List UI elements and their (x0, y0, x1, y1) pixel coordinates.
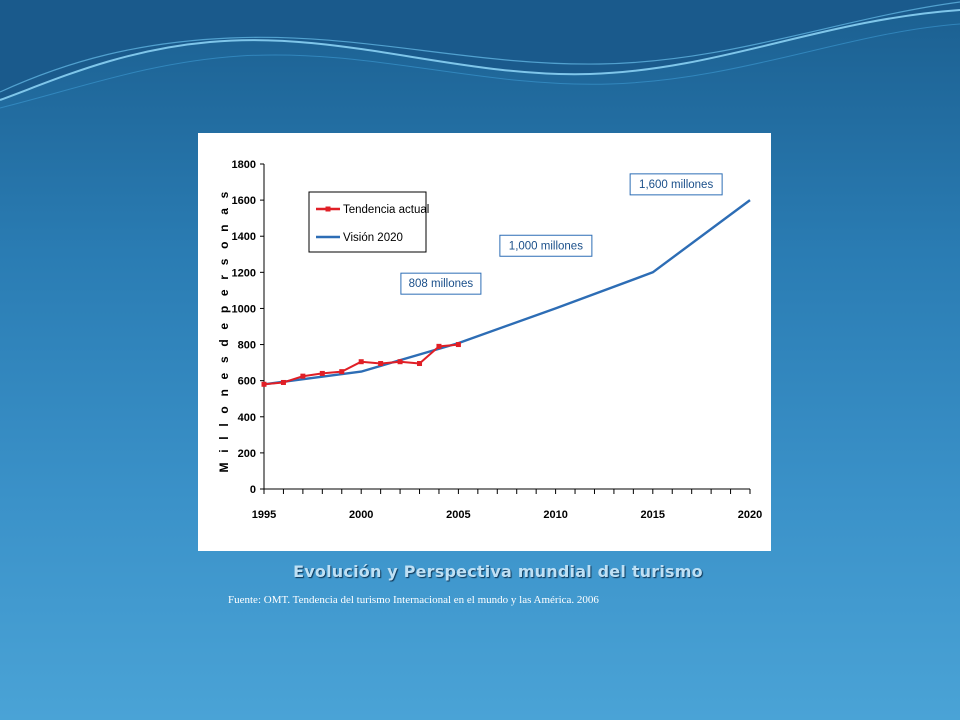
callout-text: 1,000 millones (509, 240, 583, 252)
x-tick-label: 2015 (641, 509, 665, 521)
data-point (455, 342, 461, 348)
callout-text: 1,600 millones (639, 179, 713, 191)
data-point (300, 373, 306, 379)
callout-text: 808 millones (409, 278, 474, 290)
callout-box (400, 272, 482, 295)
data-point (280, 379, 286, 385)
legend-label: Tendencia actual (343, 204, 429, 216)
data-point (436, 343, 442, 349)
chart-panel: 0 200 400 600 800 1000 1200 1400 1600 1800 1995 200… (198, 133, 771, 551)
data-point (397, 359, 403, 365)
callout-box (499, 234, 593, 257)
y-tick-label: 1000 (232, 303, 256, 315)
y-tick-label: 400 (238, 412, 256, 424)
y-axis-label: M i l l o n e s d e p e r s o n a s (217, 188, 231, 472)
y-tick-label: 600 (238, 376, 256, 388)
legend-box (308, 191, 427, 253)
legend-marker (325, 206, 331, 212)
y-tick-label: 1600 (232, 195, 256, 207)
data-point (339, 369, 345, 375)
x-tick-label: 1995 (252, 509, 276, 521)
decorative-wave (0, 0, 960, 109)
x-tick-label: 2005 (446, 509, 470, 521)
callout: 808 millones (400, 272, 482, 295)
callout: 1,000 millones (499, 234, 593, 257)
callout-box (629, 173, 723, 196)
y-tick-label: 1400 (232, 231, 256, 243)
y-tick-label: 1800 (232, 159, 256, 171)
y-tick-label: 0 (250, 484, 256, 496)
legend: Tendencia actual Visión 2020 (308, 191, 429, 253)
data-point (417, 361, 423, 367)
slide-title: Evolución y Perspectiva mundial del turi… (293, 562, 703, 581)
x-tick-label: 2010 (543, 509, 567, 521)
series-line-vision-2020 (263, 199, 751, 386)
source-note: Fuente: OMT. Tendencia del turismo Inter… (228, 594, 599, 606)
data-point (319, 370, 325, 376)
data-point (358, 359, 364, 365)
y-tick-label: 200 (238, 448, 256, 460)
y-tick-label: 1200 (232, 267, 256, 279)
callout: 1,600 millones (629, 173, 723, 196)
x-tick-label: 2000 (349, 509, 373, 521)
line-chart: 0 200 400 600 800 1000 1200 1400 1600 1800 1995 200… (217, 159, 762, 521)
y-tick-label: 800 (238, 340, 256, 352)
legend-label: Visión 2020 (343, 232, 403, 244)
x-tick-label: 2020 (738, 509, 762, 521)
data-point (378, 361, 384, 367)
data-point (261, 381, 267, 387)
